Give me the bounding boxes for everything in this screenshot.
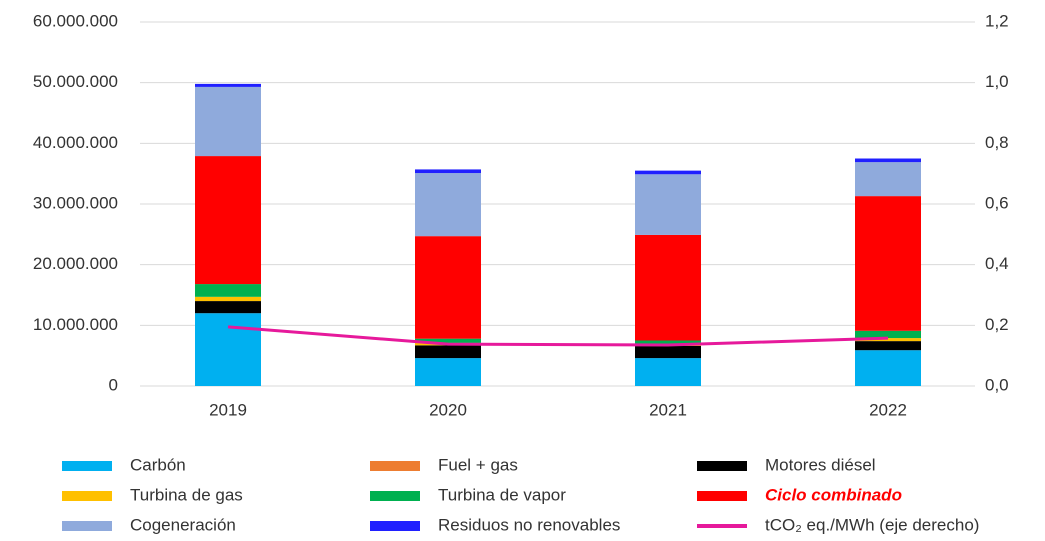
bar-segment bbox=[635, 174, 701, 235]
bar-segment bbox=[635, 345, 701, 359]
bar-segment bbox=[855, 330, 921, 339]
y2-tick-label: 0,6 bbox=[985, 193, 1009, 212]
legend-label: Ciclo combinado bbox=[765, 485, 902, 504]
bar-segment bbox=[855, 350, 921, 386]
legend-swatch bbox=[62, 521, 112, 531]
bar-segment bbox=[415, 236, 481, 339]
bar-segment bbox=[415, 173, 481, 237]
bar-segment bbox=[195, 86, 261, 157]
bar-segment bbox=[415, 169, 481, 174]
legend-swatch bbox=[370, 521, 420, 531]
y2-tick-label: 0,8 bbox=[985, 133, 1009, 152]
bar-segment bbox=[635, 170, 701, 175]
legend-label: Motores diésel bbox=[765, 455, 876, 474]
legend-label: Fuel + gas bbox=[438, 455, 518, 474]
bar-segment bbox=[415, 338, 481, 343]
legend-swatch bbox=[62, 461, 112, 471]
legend-label: Cogeneración bbox=[130, 515, 236, 534]
y2-tick-label: 1,0 bbox=[985, 72, 1009, 91]
y-tick-label: 30.000.000 bbox=[33, 193, 118, 212]
bar-segment bbox=[195, 296, 261, 302]
y2-tick-label: 1,2 bbox=[985, 11, 1009, 30]
y2-tick-label: 0,0 bbox=[985, 375, 1009, 394]
x-tick-label: 2020 bbox=[429, 400, 467, 419]
bar-segment bbox=[635, 358, 701, 386]
bar-segment bbox=[195, 301, 261, 314]
bar-segment bbox=[195, 83, 261, 87]
bar-segment bbox=[195, 284, 261, 297]
y-tick-label: 60.000.000 bbox=[33, 11, 118, 30]
legend-swatch bbox=[697, 491, 747, 501]
y-tick-label: 0 bbox=[109, 375, 118, 394]
legend-label: tCO₂ eq./MWh (eje derecho) bbox=[765, 515, 979, 534]
legend-swatch bbox=[62, 491, 112, 501]
y2-tick-label: 0,4 bbox=[985, 254, 1009, 273]
bar-segment bbox=[195, 313, 261, 386]
y-tick-label: 40.000.000 bbox=[33, 133, 118, 152]
bar-segment bbox=[635, 234, 701, 341]
legend-label: Turbina de gas bbox=[130, 485, 243, 504]
bar-segment bbox=[855, 162, 921, 197]
x-tick-label: 2022 bbox=[869, 400, 907, 419]
x-tick-label: 2019 bbox=[209, 400, 247, 419]
bar-segment bbox=[415, 358, 481, 386]
bar-segment bbox=[855, 341, 921, 351]
legend-swatch bbox=[370, 461, 420, 471]
bar-segment bbox=[855, 158, 921, 163]
legend-label: Carbón bbox=[130, 455, 186, 474]
x-tick-label: 2021 bbox=[649, 400, 687, 419]
bar-segment bbox=[855, 196, 921, 331]
legend-swatch bbox=[370, 491, 420, 501]
bar-segment bbox=[855, 338, 921, 342]
legend-label: Residuos no renovables bbox=[438, 515, 620, 534]
legend-label: Turbina de vapor bbox=[438, 485, 566, 504]
y2-tick-label: 0,2 bbox=[985, 315, 1009, 334]
legend-swatch bbox=[697, 461, 747, 471]
line-series bbox=[227, 325, 889, 347]
y-tick-label: 50.000.000 bbox=[33, 72, 118, 91]
bar-segment bbox=[415, 345, 481, 359]
y-tick-label: 20.000.000 bbox=[33, 254, 118, 273]
bar-segment bbox=[635, 340, 701, 345]
y-tick-label: 10.000.000 bbox=[33, 315, 118, 334]
bar-segment bbox=[195, 156, 261, 285]
